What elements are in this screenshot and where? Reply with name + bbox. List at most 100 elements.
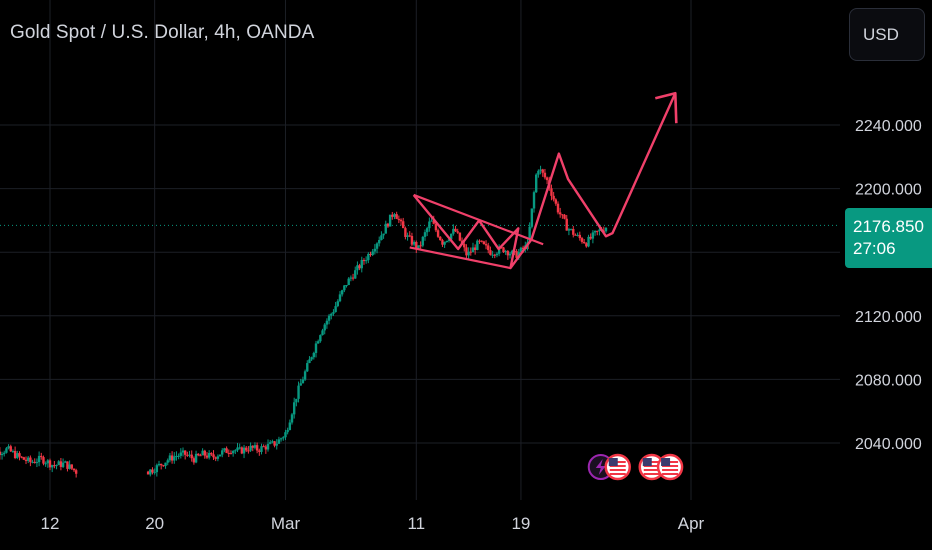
candle-body	[504, 251, 507, 253]
candle-body	[179, 452, 183, 456]
candle-body	[578, 234, 582, 239]
candle-body	[480, 240, 483, 242]
candle-body	[188, 454, 191, 456]
candle-body	[360, 260, 363, 269]
candle-body	[0, 451, 2, 456]
candle-body	[593, 230, 597, 233]
candle-body	[537, 170, 540, 175]
candle-body	[347, 278, 350, 286]
candle-body	[567, 229, 571, 231]
candle-body	[441, 240, 444, 245]
candle-body	[443, 241, 446, 245]
candle-body	[227, 452, 230, 454]
last-price-tag: 2176.850 27:06	[845, 208, 932, 268]
candle-body	[240, 447, 244, 454]
us-flag-icon[interactable]	[604, 453, 631, 481]
candle-body	[162, 465, 165, 467]
candle-body	[207, 453, 211, 458]
candle-body	[164, 462, 167, 466]
candle-body	[541, 169, 544, 173]
candle-body	[558, 212, 562, 215]
projection-arrow[interactable]	[654, 91, 678, 124]
candle-body	[519, 247, 523, 253]
candle-body	[580, 238, 584, 242]
candle-body	[201, 450, 204, 456]
candle-body	[18, 453, 21, 457]
candle-body	[70, 464, 74, 469]
candle-body	[66, 461, 69, 469]
candle-body	[192, 458, 196, 463]
grid-lines	[0, 0, 840, 500]
candle-body	[35, 462, 39, 464]
candle-body	[449, 233, 453, 240]
candle-body	[48, 460, 52, 468]
candle-body	[338, 294, 342, 302]
candle-body	[183, 450, 187, 455]
candle-body	[273, 441, 276, 446]
candle-body	[173, 456, 176, 461]
candle-body	[489, 250, 492, 255]
candle-body	[354, 270, 357, 279]
last-price-value: 2176.850	[853, 217, 924, 236]
candle-body	[532, 192, 536, 209]
candle-body	[369, 253, 372, 255]
candle-body	[502, 247, 505, 253]
candle-body	[277, 439, 281, 444]
candle-body	[319, 335, 322, 342]
candle-body	[378, 239, 381, 244]
candle-body	[330, 313, 333, 316]
candle-body	[447, 239, 451, 241]
price-axis-label: 2040.000	[855, 436, 922, 453]
candle-body	[574, 234, 577, 236]
wedge-lower[interactable]	[409, 246, 511, 270]
candle-body	[415, 241, 418, 249]
us-flag-icon[interactable]	[656, 453, 684, 481]
candle-body	[16, 453, 19, 459]
candle-body	[9, 446, 12, 452]
zigzag[interactable]	[412, 92, 677, 270]
candle-body	[497, 246, 501, 254]
us-flag-icon[interactable]	[638, 453, 666, 481]
candle-body	[306, 363, 309, 372]
candle-body	[554, 199, 558, 204]
candle-body	[29, 457, 32, 463]
candle-body	[545, 177, 549, 181]
candle-body	[5, 448, 8, 453]
time-axis-label: 11	[407, 514, 425, 533]
candle-body	[170, 455, 174, 461]
candle-body	[408, 235, 411, 237]
currency-button[interactable]: USD	[849, 8, 925, 61]
candle-body	[279, 438, 283, 440]
candle-body	[262, 446, 265, 448]
candle-body	[177, 455, 180, 457]
candle-body	[258, 450, 261, 452]
candle-body	[153, 472, 156, 474]
candle-body	[491, 254, 494, 256]
candle-body	[336, 301, 339, 307]
candle-body	[61, 462, 65, 467]
candle-body	[495, 253, 499, 256]
candle-body	[399, 219, 403, 222]
candle-body	[22, 457, 26, 460]
candle-body	[249, 445, 252, 451]
candle-body	[212, 454, 215, 458]
candle-body	[506, 251, 510, 256]
candle-body	[375, 243, 379, 249]
candle-body	[325, 320, 329, 325]
candle-body	[11, 450, 15, 452]
candle-body	[13, 450, 17, 459]
candle-body	[245, 447, 248, 451]
candle-body	[332, 312, 335, 314]
candle-body	[290, 414, 294, 423]
candle-body	[74, 470, 78, 474]
candle-body	[471, 247, 475, 253]
time-axis-label: 19	[511, 514, 530, 533]
candle-body	[591, 232, 595, 239]
candle-body	[550, 188, 553, 196]
candle-body	[598, 229, 601, 232]
candle-body	[234, 450, 237, 452]
candle-body	[327, 315, 331, 321]
candle-body	[604, 227, 608, 232]
candle-body	[576, 234, 579, 236]
